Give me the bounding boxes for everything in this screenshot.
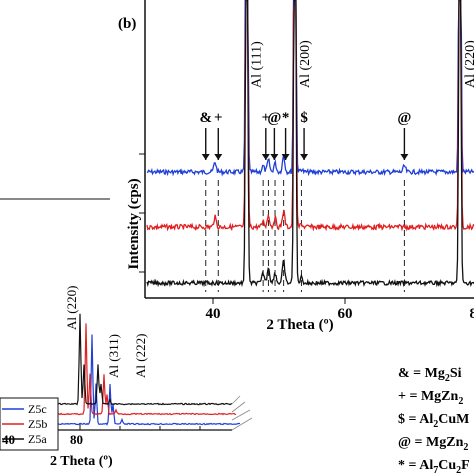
marker-arrowhead: [400, 154, 409, 160]
phase-marker-symbol: *: [282, 110, 290, 126]
marker-arrowhead: [281, 154, 290, 160]
trace-z5c: [146, 0, 474, 177]
peak-label-al311-a: Al (311): [106, 334, 121, 378]
phase-marker-symbol: $: [300, 110, 308, 126]
panel-b-traces: [146, 0, 474, 288]
panel-a-tick-label-80: 80: [70, 432, 83, 447]
peak-label-al220-a: Al (220): [64, 286, 79, 330]
phase-marker-symbol: @: [267, 110, 281, 126]
panel-a-depth-line: [231, 409, 251, 421]
panel-b-background: [145, 0, 474, 298]
panel-b-xticks: 40 60 80: [206, 298, 474, 322]
marker-arrowhead: [270, 154, 279, 160]
panel-a-depth-line: [231, 401, 246, 413]
phase-marker-symbol: +: [262, 110, 271, 126]
panel-b-markers: & + +@ * $ @: [199, 110, 411, 160]
marker-arrowhead: [300, 154, 309, 160]
legend-label-z5b: Z5b: [28, 417, 47, 431]
panel-b-x-tick-label: 40: [206, 306, 221, 322]
phase-legend-row-al7cu2: * = Al7Cu2F: [398, 458, 470, 474]
panel-a-depth-line: [231, 417, 253, 431]
phase-legend-row-mg2si: & = Mg2Si: [398, 366, 462, 384]
phase-marker-symbol: &: [199, 110, 212, 126]
panel-a-x-axis-title: 2 Theta (º): [50, 454, 113, 469]
panel-b-y-axis-title: Intensity (cps): [126, 178, 142, 269]
panel-a-depth-line: [231, 395, 241, 405]
phase-legend-row-mgzn2-b: @ = MgZn2: [398, 435, 468, 453]
panel-a: Al (220) Al (311) Al (222) Z5c Z5b Z5a 4…: [0, 198, 253, 469]
legend-label-z5c: Z5c: [28, 402, 47, 416]
peak-label-al222-a: Al (222): [133, 334, 148, 378]
trace-z5a: [146, 0, 474, 288]
main-peak-label: Al (200): [298, 40, 313, 88]
panel-b-main-peaks: Al (111) Al (200) Al (220): [250, 40, 474, 88]
panel-b: Al (111)Al (200)Al (220) &++@*$@ 406080 …: [118, 0, 474, 333]
legend-label-z5a: Z5a: [28, 432, 47, 446]
main-peak-label: Al (220): [463, 40, 474, 88]
phase-marker-symbol: +: [214, 110, 223, 126]
marker-arrowhead: [201, 154, 210, 160]
panel-b-x-tick-label: 80: [470, 306, 474, 322]
panel-b-label: (b): [118, 16, 136, 32]
phase-legend-row-mgzn2: + = MgZn2: [398, 389, 463, 407]
trace-z5b: [146, 0, 474, 232]
phase-marker-symbol: @: [397, 110, 411, 126]
panel-b-x-tick-label: 60: [338, 306, 353, 322]
phase-legend-row-al2cum: $ = Al2CuM: [398, 412, 469, 430]
marker-arrowhead: [214, 154, 223, 160]
panel-a-tick-label-40: 40: [2, 432, 15, 447]
phase-legend: & = Mg2Si + = MgZn2 $ = Al2CuM @ = MgZn2…: [398, 366, 470, 474]
main-peak-label: Al (111): [250, 41, 265, 88]
panel-b-x-axis-title: 2 Theta (º): [266, 317, 333, 333]
marker-arrowhead: [261, 154, 270, 160]
